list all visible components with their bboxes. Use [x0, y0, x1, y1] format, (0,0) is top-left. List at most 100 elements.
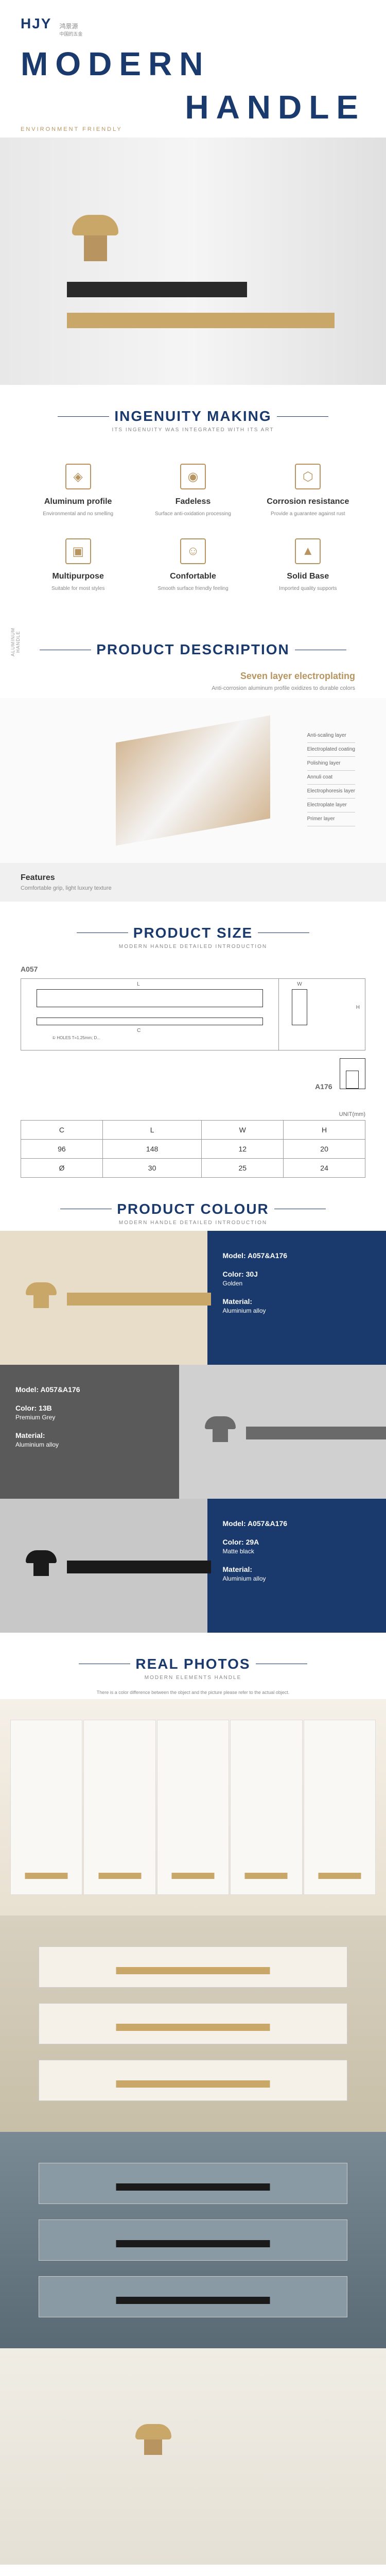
model-label: Model: A057&A176 — [15, 1385, 164, 1394]
size-table: CLWH961481220Ø302524 — [21, 1120, 365, 1178]
feature-title: Confortable — [141, 572, 245, 581]
colour-info: Model: A057&A176 Color: 30J Golden Mater… — [207, 1231, 386, 1365]
bar-icon — [246, 1427, 386, 1439]
ingenuity-title: INGENUITY MAKING — [114, 408, 271, 425]
title-line-1: MODERN — [21, 47, 365, 80]
feature-icon: ☺ — [180, 538, 206, 564]
layer-label: Polishing layer — [307, 757, 355, 771]
feature-icon: ◉ — [180, 464, 206, 489]
table-header: C — [21, 1120, 103, 1139]
feature-desc: Smooth surface friendly feeling — [141, 585, 245, 592]
feature-item: ◉ Fadeless Surface anti-oxidation proces… — [135, 453, 250, 528]
feature-desc: Environmental and no smelling — [26, 511, 130, 518]
layers-diagram: Anti-scaling layerElectroplated coatingP… — [0, 698, 386, 863]
layer-label: Annuli coat — [307, 771, 355, 785]
colour-image — [179, 1365, 386, 1499]
material-label: Material: — [15, 1431, 164, 1439]
size-subtitle: MODERN HANDLE DETAILED INTRODUCTION — [0, 944, 386, 950]
feature-title: Multipurpose — [26, 572, 130, 581]
desc-side-label: ALUMINUM HANDLE — [10, 628, 21, 656]
colour-image — [0, 1231, 207, 1365]
feature-desc: Imported quality supports — [256, 585, 360, 592]
ingenuity-title-block: INGENUITY MAKING ITS INGENUITY WAS INTEG… — [0, 385, 386, 438]
model-a057: A057 — [21, 965, 365, 973]
size-diagram: A057 L C ① HOLES T=1.25mm; D... W H A176 — [0, 955, 386, 1106]
bar-icon — [67, 1561, 211, 1573]
table-cell: Ø — [21, 1158, 103, 1177]
colour-info: Model: A057&A176 Color: 29A Matte black … — [207, 1499, 386, 1633]
material-val: Aluminium alloy — [223, 1575, 371, 1582]
table-row: 961481220 — [21, 1139, 365, 1158]
layer-label: Electroplated coating — [307, 743, 355, 757]
colour-info: Model: A057&A176 Color: 13B Premium Grey… — [0, 1365, 179, 1499]
header: HJY 鸿景源 中国的五金 MODERN HANDLE ENVIRONMENT … — [0, 0, 386, 138]
layer-label: Electrophoresis layer — [307, 785, 355, 799]
layer-label: Anti-scaling layer — [307, 729, 355, 743]
table-header: W — [202, 1120, 284, 1139]
material-label: Material: — [223, 1565, 371, 1573]
table-row: Ø302524 — [21, 1158, 365, 1177]
material-val: Aluminium alloy — [223, 1307, 371, 1314]
real-photo-3 — [0, 2132, 386, 2348]
photos-title: REAL PHOTOS — [135, 1656, 250, 1672]
colour-title: PRODUCT COLOUR — [117, 1201, 269, 1217]
feature-item: ☺ Confortable Smooth surface friendly fe… — [135, 528, 250, 603]
color-name: Golden — [223, 1280, 371, 1287]
colour-block: Model: A057&A176 Color: 30J Golden Mater… — [0, 1231, 386, 1365]
features-grid: ◈ Aluminum profile Environmental and no … — [0, 438, 386, 618]
photo-note: There is a color difference between the … — [0, 1686, 386, 1699]
feature-item: ▣ Multipurpose Suitable for most styles — [21, 528, 135, 603]
features-box: Features Comfortable grip, light luxury … — [0, 863, 386, 902]
real-photo-2 — [0, 1916, 386, 2132]
logo-chinese: 鸿景源 — [59, 22, 82, 30]
knob-icon — [26, 1550, 57, 1576]
features-box-text: Comfortable grip, light luxury texture — [21, 885, 365, 891]
desc-subtitle: Seven layer electroplating — [31, 671, 355, 682]
env-text: ENVIRONMENT FRIENDLY — [21, 126, 365, 132]
colour-subtitle: MODERN HANDLE DETAILED INTRODUCTION — [0, 1220, 386, 1226]
feature-title: Fadeless — [141, 497, 245, 506]
material-label: Material: — [223, 1297, 371, 1306]
layer-label: Primer layer — [307, 812, 355, 826]
real-photo-1 — [0, 1699, 386, 1916]
table-cell: 25 — [202, 1158, 284, 1177]
table-cell: 148 — [102, 1139, 202, 1158]
layer-label: Electroplate layer — [307, 799, 355, 812]
table-header: H — [284, 1120, 365, 1139]
knob-icon — [205, 1416, 236, 1442]
color-label: Color: 13B — [15, 1404, 164, 1412]
feature-desc: Provide a guarantee against rust — [256, 511, 360, 518]
title-line-2: HANDLE — [21, 91, 365, 124]
model-label: Model: A057&A176 — [223, 1519, 371, 1528]
feature-desc: Surface anti-oxidation processing — [141, 511, 245, 518]
table-header: L — [102, 1120, 202, 1139]
table-cell: 20 — [284, 1139, 365, 1158]
color-label: Color: 30J — [223, 1270, 371, 1278]
features-box-title: Features — [21, 873, 365, 883]
unit-label: UNIT(mm) — [0, 1106, 386, 1120]
material-val: Aluminium alloy — [15, 1441, 164, 1448]
model-a176: A176 — [315, 1082, 332, 1091]
feature-item: ▲ Solid Base Imported quality supports — [251, 528, 365, 603]
feature-item: ⬡ Corrosion resistance Provide a guarant… — [251, 453, 365, 528]
feature-icon: ▣ — [65, 538, 91, 564]
table-cell: 24 — [284, 1158, 365, 1177]
colour-block: Model: A057&A176 Color: 13B Premium Grey… — [0, 1365, 386, 1499]
feature-title: Solid Base — [256, 572, 360, 581]
model-label: Model: A057&A176 — [223, 1251, 371, 1260]
color-name: Premium Grey — [15, 1414, 164, 1421]
feature-title: Aluminum profile — [26, 497, 130, 506]
feature-icon: ◈ — [65, 464, 91, 489]
color-name: Matte black — [223, 1548, 371, 1555]
desc-title: PRODUCT DESCRIPTION — [96, 641, 290, 658]
feature-icon: ▲ — [295, 538, 321, 564]
logo: HJY — [21, 15, 51, 32]
feature-desc: Suitable for most styles — [26, 585, 130, 592]
table-cell: 96 — [21, 1139, 103, 1158]
table-cell: 30 — [102, 1158, 202, 1177]
hero-image — [0, 138, 386, 385]
feature-item: ◈ Aluminum profile Environmental and no … — [21, 453, 135, 528]
photos-subtitle: MODERN ELEMENTS HANDLE — [0, 1675, 386, 1681]
table-cell: 12 — [202, 1139, 284, 1158]
ingenuity-subtitle: ITS INGENUITY WAS INTEGRATED WITH ITS AR… — [0, 427, 386, 433]
